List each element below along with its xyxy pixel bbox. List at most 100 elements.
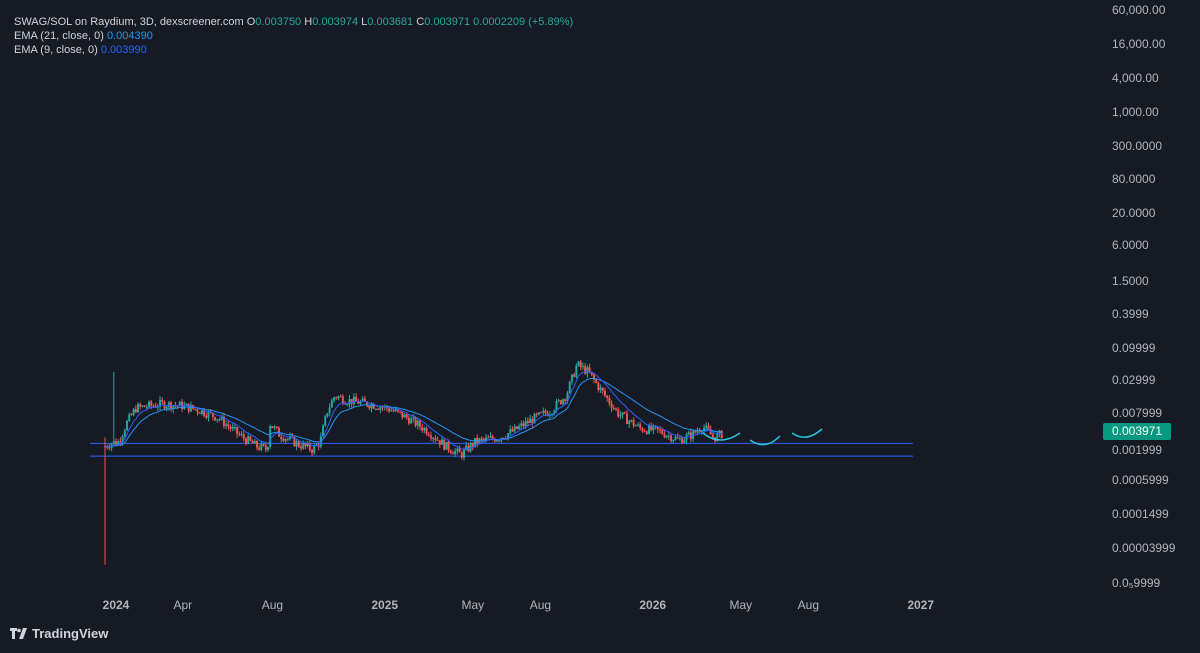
price-tick-label: 0.0001499 — [1112, 507, 1169, 521]
candle-body — [434, 437, 437, 440]
candle-body — [341, 396, 344, 404]
candle-body — [293, 436, 296, 447]
candle-body — [584, 366, 587, 374]
candle-body — [619, 415, 622, 417]
candle-body — [661, 429, 664, 434]
price-tick-label: 60,000.00 — [1112, 3, 1166, 17]
candle-body — [645, 431, 648, 434]
candle-body — [150, 401, 153, 406]
candle-body — [229, 426, 232, 429]
tradingview-logo[interactable]: TradingView — [10, 626, 108, 641]
candle-body — [231, 427, 234, 429]
candle-body — [531, 418, 534, 424]
candle-body — [396, 409, 399, 412]
candle-body — [355, 396, 358, 402]
candle-body — [132, 409, 135, 415]
candle-body — [493, 438, 496, 442]
candle-body — [284, 439, 287, 441]
candle-body — [115, 441, 117, 445]
candle-body — [337, 396, 340, 398]
candle-body — [357, 401, 360, 404]
candle-body — [346, 404, 349, 406]
ohlc-high-key: H — [304, 16, 313, 28]
candle-body — [471, 443, 474, 447]
candle-body — [203, 410, 206, 416]
candle-body — [562, 399, 565, 405]
candle-body — [159, 399, 162, 407]
candle-body — [540, 412, 543, 414]
candle-body — [238, 434, 241, 436]
candle-body — [579, 361, 582, 367]
time-tick-label: Aug — [530, 598, 551, 612]
candle-body — [297, 441, 300, 447]
candle-body — [324, 416, 327, 426]
annotation-arc[interactable] — [749, 435, 781, 446]
candle-body — [458, 448, 461, 453]
candle-body — [608, 398, 611, 404]
symbol-title: SWAG/SOL on Raydium, 3D, dexscreener.com — [14, 16, 244, 28]
candle-body — [447, 441, 450, 451]
annotation-arc[interactable] — [791, 428, 823, 438]
candle-body — [667, 435, 670, 437]
time-axis[interactable]: 2024 Apr Aug 2025 May Aug 2026 May Aug 2027 — [103, 598, 935, 612]
candle-body — [200, 410, 203, 414]
price-tick-label: 300.0000 — [1112, 139, 1162, 153]
candle-body — [148, 401, 151, 408]
candle-body — [610, 403, 613, 409]
time-tick-label: 2027 — [907, 598, 934, 612]
candle-body — [474, 437, 477, 447]
candle-body — [405, 414, 408, 418]
candle-body — [451, 452, 454, 455]
candle-body — [121, 436, 124, 443]
candle-body — [650, 425, 653, 431]
candle-body — [152, 405, 155, 407]
price-axis[interactable]: 60,000.00 16,000.00 4,000.00 1,000.00 300.00… — [1112, 3, 1176, 590]
candle-body — [363, 398, 366, 402]
candle-body — [251, 440, 254, 444]
candle-body — [271, 426, 274, 428]
candle-body — [194, 408, 197, 410]
annotation-arc[interactable] — [702, 432, 741, 441]
candle-body — [626, 413, 629, 424]
candle-body — [568, 381, 571, 393]
candle-body — [214, 416, 217, 421]
price-tick-label: 0.00003999 — [1112, 541, 1176, 555]
price-tick-label: 6.0000 — [1112, 238, 1149, 252]
candle-body — [614, 408, 617, 410]
candle-body — [672, 439, 675, 442]
candle-body — [696, 431, 699, 433]
candle-body — [577, 361, 580, 366]
candle-body — [377, 408, 380, 410]
candle-body — [249, 436, 252, 441]
candle-body — [374, 408, 377, 410]
candle-body — [432, 437, 435, 439]
candle-body — [683, 439, 686, 443]
candle-body — [425, 427, 428, 435]
candle-body — [222, 416, 225, 426]
legend-ema9-row[interactable]: EMA (9, close, 0) 0.003990 — [14, 43, 573, 57]
horizontal-lines[interactable] — [90, 442, 913, 457]
candle-body — [108, 447, 111, 449]
candle-body — [300, 446, 303, 449]
candle-body — [308, 443, 311, 451]
candle-body — [154, 405, 157, 408]
candle-body — [489, 436, 492, 438]
legend-ema21-row[interactable]: EMA (21, close, 0) 0.004390 — [14, 29, 573, 43]
candle-body — [262, 443, 265, 446]
ema-lines — [104, 370, 722, 450]
candle-body — [570, 374, 573, 382]
candle-body — [634, 425, 637, 427]
candle-body — [581, 366, 584, 368]
candle-body — [597, 382, 600, 390]
candle-body — [586, 367, 589, 374]
candle-body — [123, 430, 126, 437]
candle-body — [196, 409, 199, 413]
candle-body — [566, 392, 569, 401]
candle-body — [553, 410, 556, 414]
candle-body — [372, 404, 375, 409]
candle-body — [703, 427, 706, 432]
candle-body — [126, 420, 129, 431]
candle-body — [119, 441, 122, 443]
